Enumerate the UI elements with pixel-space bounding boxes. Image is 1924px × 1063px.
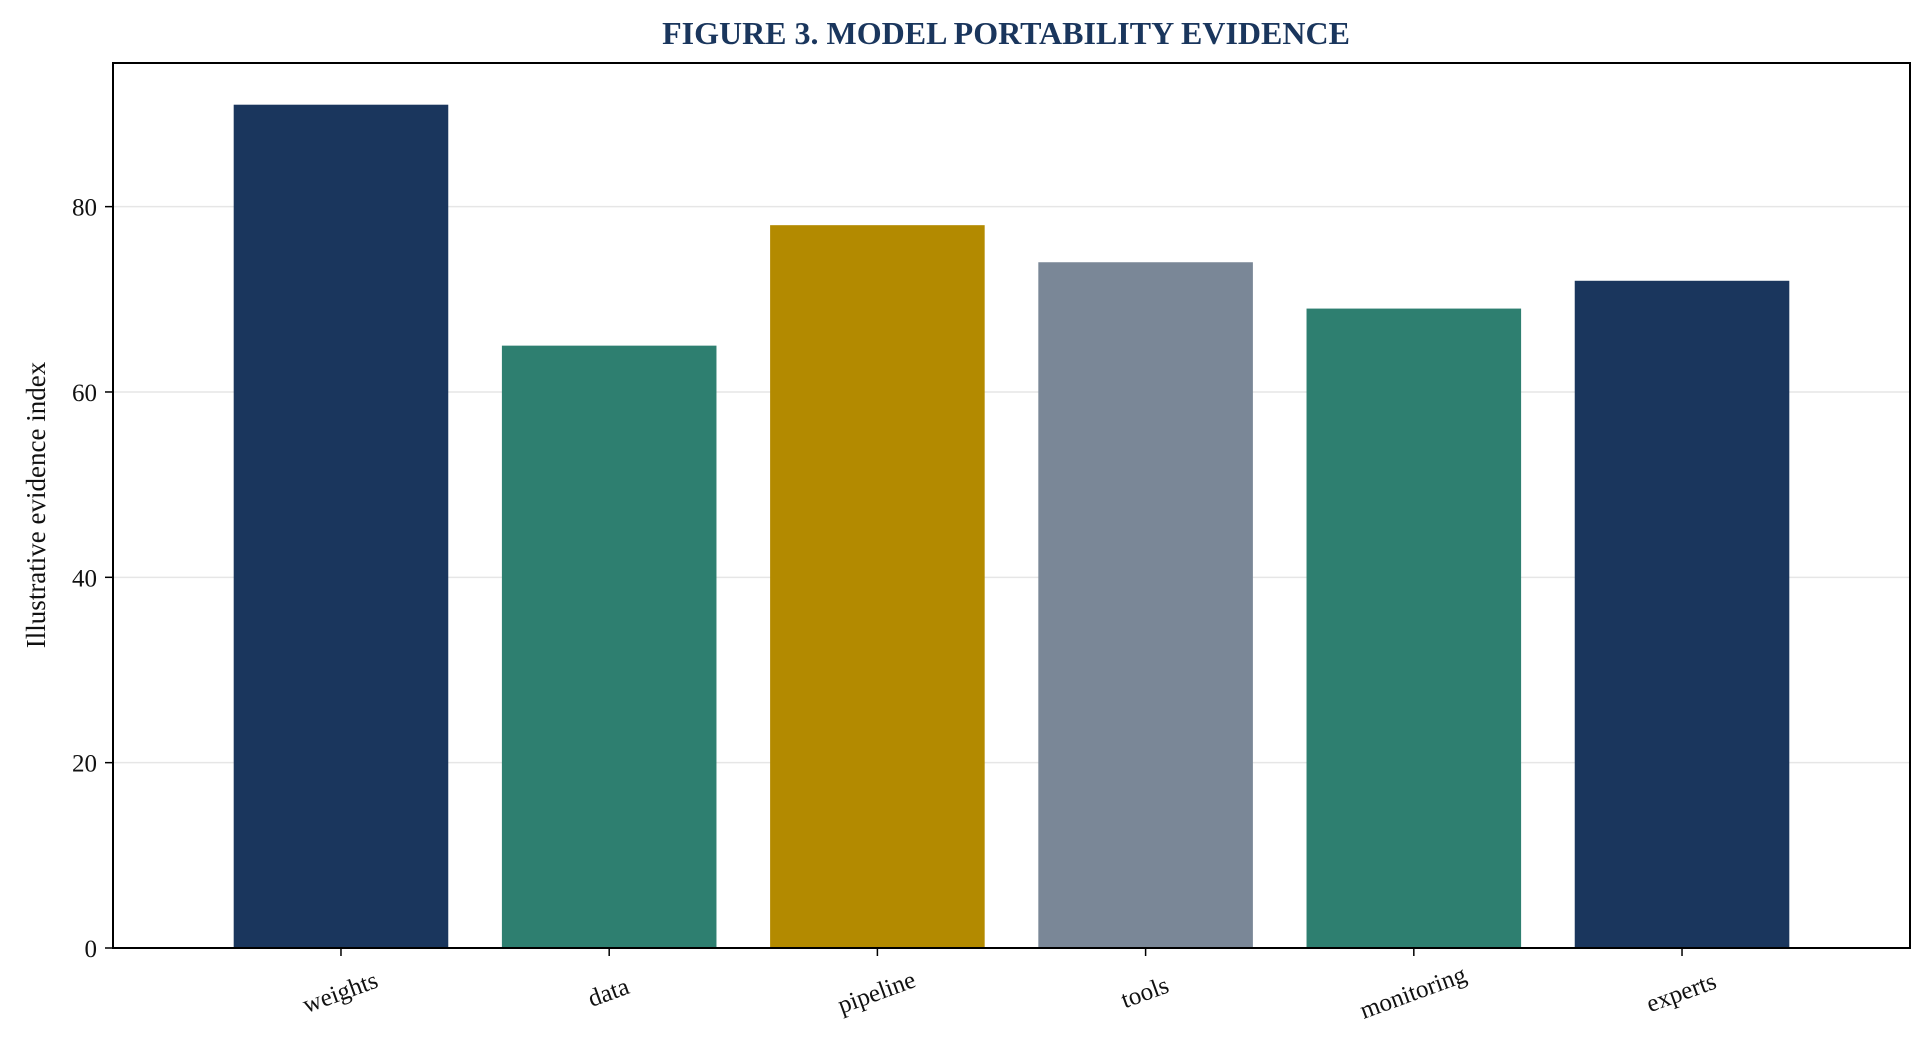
- bar-weights: [233, 104, 449, 949]
- y-axis-label: Illustrative evidence index: [21, 361, 51, 648]
- x-tick-label: tools: [1118, 972, 1173, 1014]
- bar-monitoring: [1306, 308, 1522, 948]
- bar-tools: [1038, 262, 1253, 948]
- bars: [233, 104, 1790, 949]
- x-tick-label: weights: [299, 967, 381, 1019]
- x-tick-label: pipeline: [834, 966, 919, 1019]
- chart-title: FIGURE 3. MODEL PORTABILITY EVIDENCE: [662, 15, 1350, 51]
- plot-frame: [112, 62, 1911, 949]
- y-tick-label: 80: [72, 195, 97, 222]
- bar-data: [501, 345, 717, 948]
- axes: [112, 62, 1911, 949]
- y-ticks: 0 20 40 60 80: [72, 195, 113, 963]
- bar-pipeline: [770, 225, 985, 948]
- y-tick-label: 0: [85, 936, 98, 963]
- x-tick-label: experts: [1643, 968, 1720, 1018]
- y-tick-label: 20: [72, 751, 97, 778]
- x-tick-label: data: [584, 973, 632, 1013]
- bar-experts: [1574, 280, 1790, 948]
- x-tick-label: monitoring: [1356, 961, 1470, 1025]
- x-ticks: weights data pipeline tools monitoring expert…: [299, 948, 1720, 1025]
- y-tick-label: 60: [72, 380, 97, 407]
- y-tick-label: 40: [72, 565, 97, 592]
